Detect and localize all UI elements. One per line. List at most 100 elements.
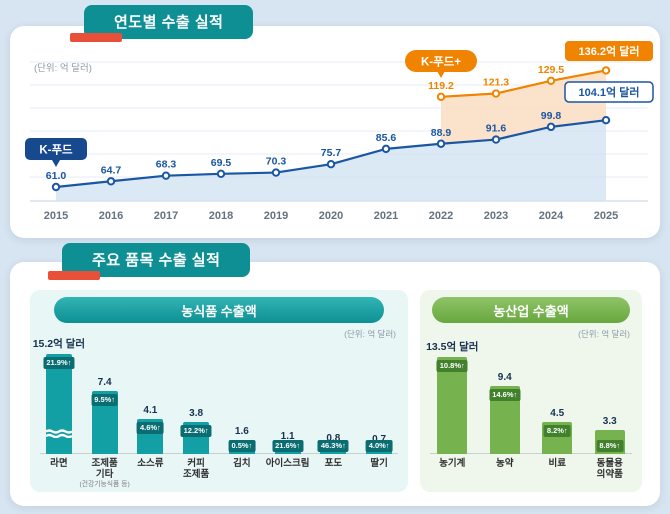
- category-label: 조제품 기타 (건강기능식품 등): [79, 458, 130, 488]
- pct-badge: 0.5%↑: [228, 440, 256, 452]
- bar-value: 4.5: [550, 408, 565, 419]
- category-label: 김치: [233, 458, 251, 469]
- pct-badge: 4.6%↑: [136, 422, 164, 434]
- bar-value: 15.2억 달러: [32, 338, 86, 350]
- bar-slot: 3.3 8.8%↑ 동물용 의약품: [584, 324, 637, 490]
- value-label: 129.5: [538, 64, 564, 76]
- data-point: [601, 115, 611, 125]
- year-label: 2017: [154, 210, 178, 222]
- unit-label: (단위: 억 달러): [344, 329, 396, 339]
- data-point: [51, 182, 61, 192]
- data-point: [436, 139, 446, 148]
- kfood-series-badge: K-푸드: [25, 138, 87, 167]
- data-point: [546, 122, 556, 132]
- bar-value: 3.8: [189, 408, 204, 419]
- bar-value: 1.6: [234, 426, 249, 437]
- value-label: 61.0: [46, 170, 67, 182]
- pct-badge: 8.2%↑: [543, 425, 571, 437]
- data-point: [106, 177, 116, 186]
- bar-value: 9.4: [497, 372, 512, 383]
- pct-badge: 21.9%↑: [43, 357, 75, 369]
- year-label: 2022: [429, 210, 453, 222]
- kfood-area: [56, 120, 606, 201]
- category-label: 커피 조제품: [183, 458, 210, 481]
- agriindustry-panel: 농산업 수출액 (단위: 억 달러) 13.5억 달러 10.8%↑ 농기계 9.4 1…: [420, 290, 642, 492]
- bar-slot: 13.5억 달러 10.8%↑ 농기계: [426, 324, 479, 490]
- value-label: 64.7: [101, 164, 122, 176]
- pct-badge: 14.6%↑: [489, 389, 521, 401]
- pct-badge: 8.8%↑: [596, 440, 624, 452]
- bar: 9.5%↑: [91, 391, 119, 454]
- bar: 46.3%↑: [317, 440, 349, 454]
- bar-slot: 1.6 0.5%↑ 김치: [219, 324, 265, 490]
- bar: 10.8%↑: [436, 357, 468, 454]
- category-label: 비료: [548, 458, 566, 469]
- data-point: [546, 76, 556, 86]
- section-title-annual: 연도별 수출 실적: [70, 5, 254, 42]
- bar-slot: 7.4 9.5%↑ 조제품 기타 (건강기능식품 등): [79, 324, 130, 490]
- category-label: 동물용 의약품: [596, 458, 623, 481]
- category-label: 농약: [496, 458, 514, 469]
- bar-value: 3.3: [602, 416, 617, 427]
- category-label: 농기계: [439, 458, 466, 469]
- section-title-items: 주요 품목 수출 실적: [48, 243, 251, 280]
- bar-value: 0.7: [372, 434, 386, 445]
- kfoodplus-line: [440, 69, 607, 98]
- bar-slot: 4.5 8.2%↑ 비료: [531, 324, 584, 490]
- bar: 4.6%↑: [136, 419, 164, 454]
- data-point: [271, 168, 281, 177]
- accent-bar: [70, 33, 122, 42]
- value-label: 85.6: [376, 132, 397, 144]
- bar: 8.8%↑: [594, 430, 625, 454]
- data-point: [326, 160, 336, 169]
- kfood-end-badge: 104.1억 달러: [564, 81, 654, 103]
- bar-value: 13.5억 달러: [426, 341, 479, 353]
- bar: 8.2%↑: [542, 422, 573, 454]
- data-point: [601, 66, 611, 75]
- bar: 0.5%↑: [228, 440, 256, 454]
- bar: 12.2%↑: [180, 422, 212, 454]
- svg-text:136.2억 달러: 136.2억 달러: [579, 44, 640, 58]
- year-label: 2015: [44, 210, 68, 222]
- x-axis: [40, 453, 398, 454]
- pct-badge: 12.2%↑: [180, 425, 212, 437]
- bar-value: 7.4: [97, 377, 112, 388]
- value-label: 68.3: [156, 159, 177, 171]
- value-label: 121.3: [483, 77, 509, 89]
- bar-slot: 4.1 4.6%↑ 소스류: [128, 324, 174, 490]
- bar: 21.9%↑: [43, 354, 75, 454]
- bar: 21.6%↑: [272, 440, 304, 454]
- x-axis: [430, 453, 632, 454]
- bar: 4.0%↑: [365, 440, 393, 454]
- agrifood-header: 농식품 수출액: [54, 297, 384, 323]
- section-title-text: 연도별 수출 실적: [114, 14, 224, 31]
- category-label: 포도: [324, 458, 343, 469]
- bar-value: 4.1: [143, 405, 158, 416]
- value-label: 99.8: [541, 110, 562, 122]
- agriindustry-bar-chart: 13.5억 달러 10.8%↑ 농기계 9.4 14.6%↑ 농약 4.5 8.2%↑ 비료 3.…: [426, 324, 636, 490]
- data-point: [436, 92, 446, 101]
- svg-text:K-푸드+: K-푸드+: [421, 56, 461, 69]
- data-point: [491, 135, 501, 144]
- bar-value: 1.1: [280, 431, 295, 442]
- year-label: 2024: [539, 210, 564, 222]
- data-point: [491, 89, 501, 98]
- pct-badge: 4.0%↑: [365, 440, 393, 452]
- svg-text:104.1억 달러: 104.1억 달러: [579, 85, 640, 99]
- year-label: 2016: [99, 210, 123, 222]
- agriindustry-header: 농산업 수출액: [432, 297, 630, 323]
- category-label: 소스류: [137, 458, 164, 469]
- unit-label: (단위: 억 달러): [578, 329, 630, 339]
- category-label: 아이스크림: [265, 458, 310, 469]
- bar-slot: 1.1 21.6%↑ 아이스크림: [265, 324, 311, 490]
- section-title-text: 주요 품목 수출 실적: [92, 252, 221, 269]
- pct-badge: 10.8%↑: [436, 360, 468, 372]
- year-label: 2020: [319, 210, 343, 222]
- value-label: 119.2: [428, 80, 454, 92]
- unit-label: (단위: 억 달러): [34, 63, 92, 74]
- bar-slot: 3.8 12.2%↑ 커피 조제품: [173, 324, 219, 490]
- year-label: 2023: [484, 210, 508, 222]
- kfoodplus-end-badge: 136.2억 달러: [565, 41, 653, 61]
- value-label: 91.6: [486, 123, 507, 135]
